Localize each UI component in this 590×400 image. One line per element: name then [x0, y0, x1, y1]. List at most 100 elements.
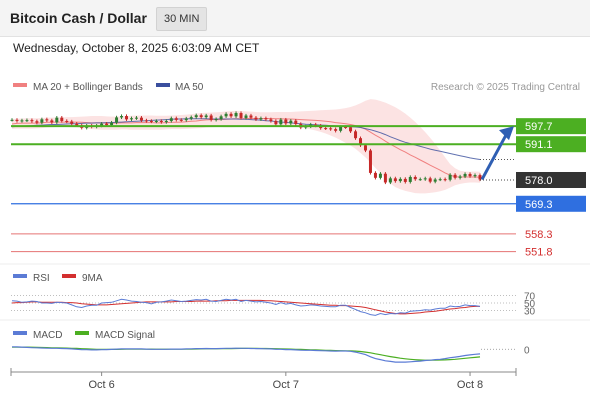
candle	[105, 123, 109, 126]
candle	[60, 117, 64, 121]
ma20-legend-swatch	[13, 83, 27, 87]
candle	[413, 176, 417, 180]
candle	[30, 120, 34, 122]
candle	[199, 115, 203, 118]
rsi-line	[11, 298, 481, 316]
candle	[50, 120, 54, 123]
candle	[289, 120, 293, 124]
rsi-legend-swatch	[13, 274, 27, 278]
candle	[174, 118, 178, 120]
candle	[234, 113, 238, 117]
candle	[368, 150, 372, 173]
ma20-legend-label: MA 20 + Bollinger Bands	[33, 82, 143, 93]
pivot-label-box	[516, 195, 586, 212]
candle	[169, 118, 173, 121]
candle	[408, 176, 412, 182]
candle	[443, 179, 447, 181]
candle	[139, 117, 143, 121]
rsi-tick-label: 50	[524, 299, 536, 310]
candle	[40, 119, 44, 123]
candle	[259, 118, 263, 120]
support-label: 558.3	[525, 229, 553, 241]
candle	[324, 128, 328, 130]
time-axis: Oct 6 Oct 7 Oct 8	[10, 368, 517, 391]
candle	[219, 116, 223, 120]
candle	[20, 120, 24, 122]
candle	[334, 129, 338, 131]
candle	[388, 178, 392, 183]
rsi-tick-label: 30	[524, 307, 536, 318]
price-legend: MA 20 + Bollinger Bands MA 50 Research ©…	[13, 82, 580, 93]
candle	[154, 120, 158, 122]
candle	[35, 121, 39, 123]
candle	[473, 175, 477, 177]
candle	[254, 117, 258, 120]
candle	[393, 178, 397, 182]
candle	[314, 124, 318, 126]
macd-tick-label: 0	[524, 345, 530, 356]
candle	[110, 122, 114, 126]
ma50-legend-label: MA 50	[175, 82, 204, 93]
candle	[249, 115, 253, 118]
resistance-label-box	[516, 136, 586, 153]
macd-legend-label: MACD	[33, 330, 62, 341]
candle	[428, 178, 432, 182]
candle	[453, 174, 457, 178]
candle	[264, 118, 268, 120]
candle	[120, 116, 124, 118]
candle	[164, 120, 168, 123]
candle	[100, 123, 104, 126]
candle	[144, 120, 148, 122]
candle	[70, 121, 74, 124]
rsi-9ma-legend-label: 9MA	[82, 273, 103, 284]
candle	[294, 120, 298, 124]
candle	[194, 115, 198, 118]
candle	[125, 116, 129, 120]
candle	[204, 115, 208, 118]
candle	[349, 127, 353, 132]
ma50-legend-swatch	[156, 83, 170, 87]
candle	[438, 179, 442, 181]
time-tick-label: Oct 7	[273, 379, 299, 391]
candle	[10, 119, 14, 121]
support-label: 551.8	[525, 247, 553, 259]
pivot-label: 569.3	[525, 199, 553, 211]
macd-legend-swatch	[13, 331, 27, 335]
price-levels: 597.7 591.1 578.0 569.3 558.3 551.8	[11, 118, 586, 259]
candle	[159, 120, 163, 123]
candle	[448, 174, 452, 180]
candle	[478, 175, 482, 180]
candle	[458, 176, 462, 178]
candle	[279, 119, 283, 125]
candle	[274, 120, 278, 125]
candle	[373, 172, 377, 178]
candle	[354, 131, 358, 139]
candle	[463, 173, 467, 177]
candle	[339, 126, 343, 131]
rsi-9ma-legend-swatch	[62, 274, 76, 278]
price-panel	[10, 99, 482, 194]
resistance-label: 597.7	[525, 121, 553, 133]
candle	[55, 117, 59, 123]
candle	[403, 178, 407, 182]
resistance-label: 591.1	[525, 139, 553, 151]
candle	[359, 138, 363, 146]
candle	[398, 178, 402, 182]
candle	[45, 119, 49, 121]
candle	[75, 123, 79, 126]
candle	[15, 119, 19, 121]
candle	[189, 117, 193, 119]
forecast-arrow-head	[499, 126, 514, 141]
candle	[149, 120, 153, 122]
timeframe-button[interactable]: 30 MIN	[156, 7, 208, 31]
candle	[65, 120, 69, 122]
resistance-label-box	[516, 118, 586, 135]
macd-signal-legend-swatch	[75, 331, 89, 335]
candle	[468, 173, 472, 177]
candle	[129, 118, 133, 120]
candle	[269, 119, 273, 121]
candle	[344, 126, 348, 128]
rsi-tick-label: 70	[524, 292, 536, 303]
